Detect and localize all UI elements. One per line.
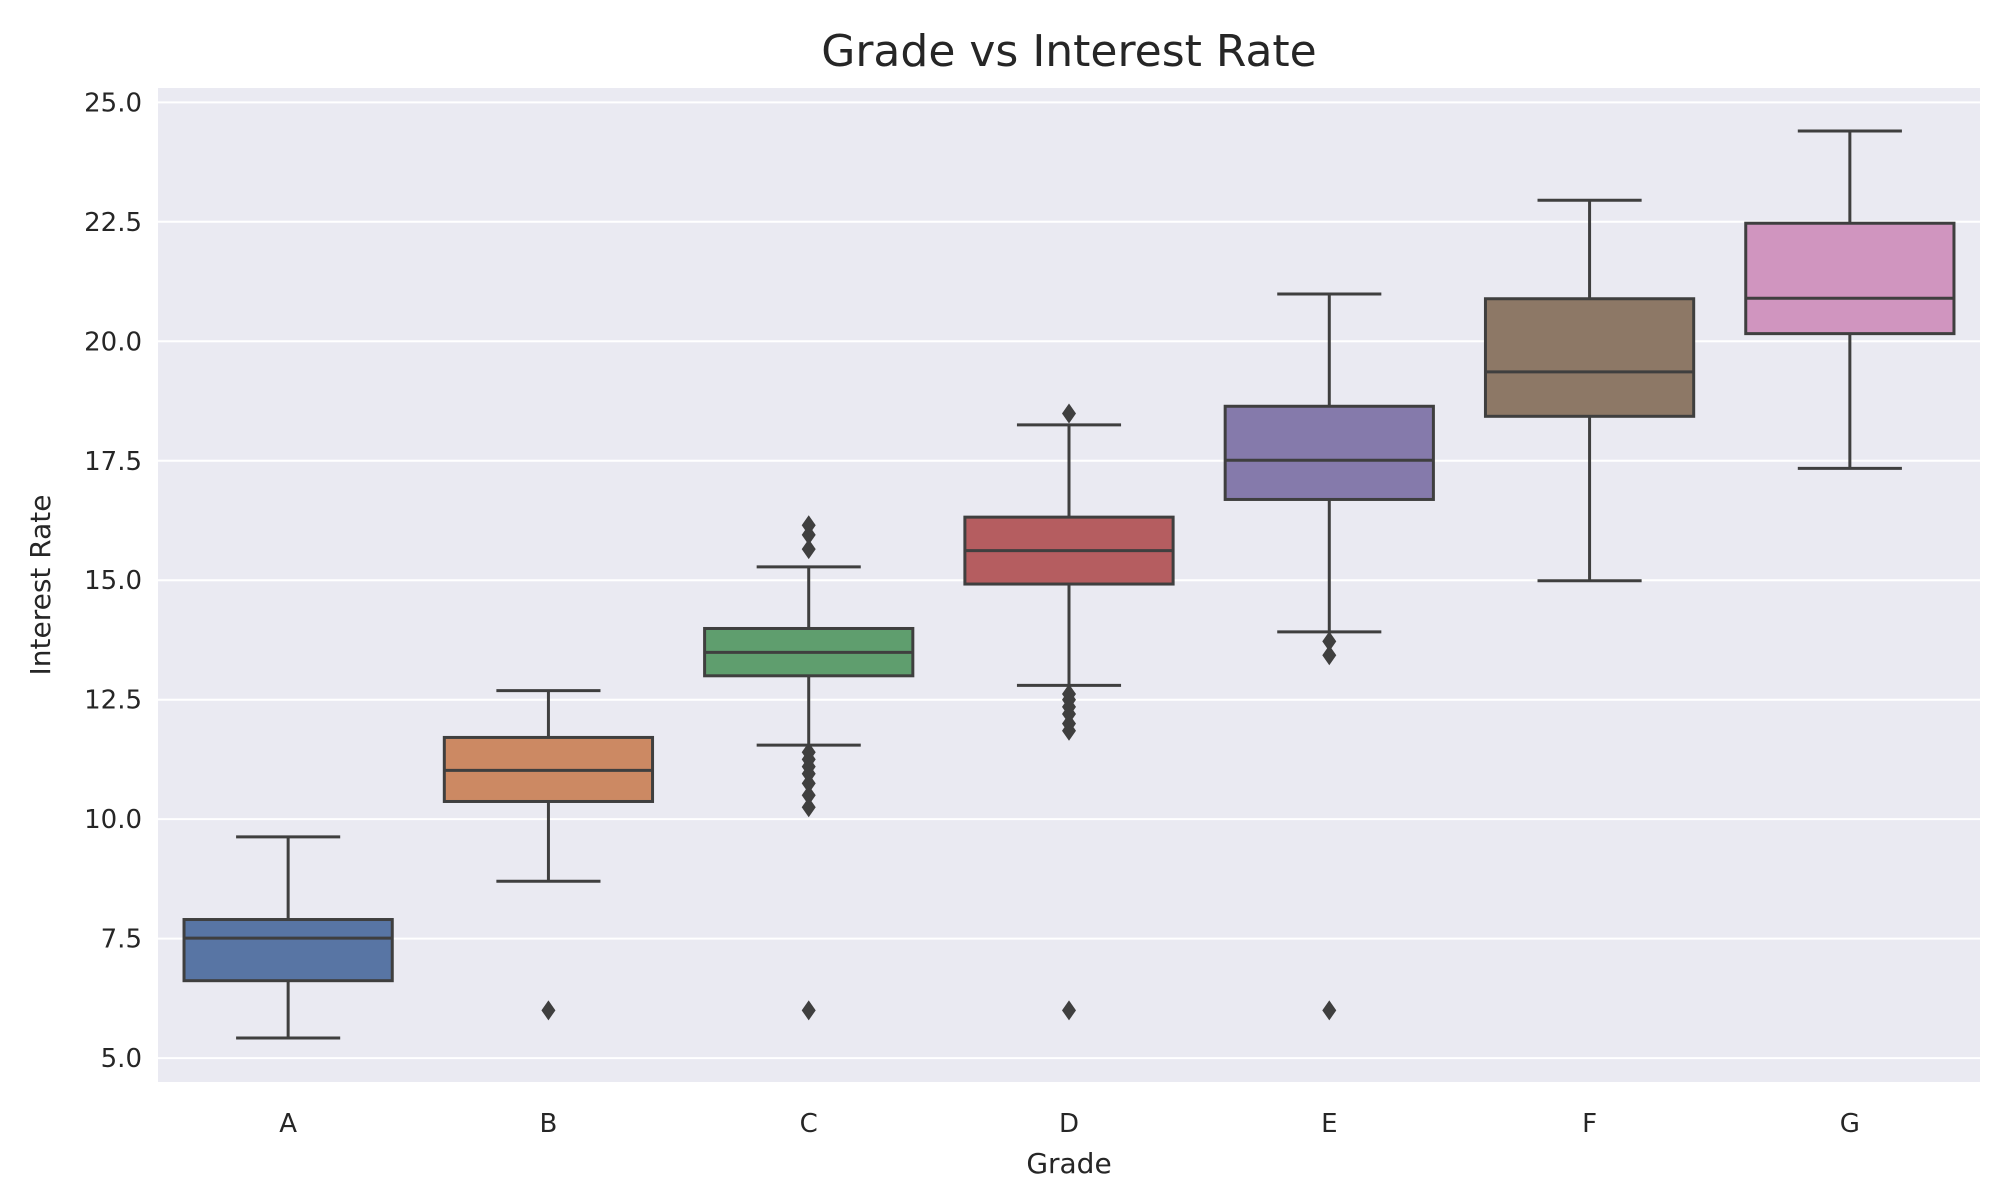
iqr-box [1483, 297, 1696, 418]
outlier-point [1322, 1000, 1337, 1021]
outlier-point [801, 515, 816, 536]
box-G [1744, 129, 1956, 470]
y-tick-label: 25.0 [84, 88, 142, 118]
outlier-point [801, 1000, 816, 1021]
box-D [963, 403, 1175, 1021]
x-tick-label: E [1321, 1109, 1337, 1139]
y-tick-label: 15.0 [84, 566, 142, 596]
y-tick-label: 22.5 [84, 208, 142, 238]
outlier-point [1322, 645, 1337, 666]
y-tick-labels: 5.0 7.5 10.0 12.5 15.0 17.5 20.0 22.5 25.0 [84, 88, 142, 1074]
x-tick-label: A [279, 1109, 297, 1139]
outlier-point [541, 1000, 556, 1021]
x-axis-label: Grade [1026, 1147, 1111, 1180]
x-tick-label: C [800, 1109, 818, 1139]
outlier-point [1062, 683, 1076, 704]
outlier-point [1062, 403, 1076, 424]
outlier-point [1062, 1000, 1076, 1021]
box-E [1223, 292, 1435, 1021]
iqr-box [182, 918, 394, 983]
y-tick-label: 5.0 [101, 1044, 142, 1074]
boxes [182, 129, 1956, 1040]
chart-title: Grade vs Interest Rate [821, 26, 1317, 77]
iqr-box [1744, 221, 1956, 336]
x-tick-label: B [540, 1109, 558, 1139]
y-tick-label: 17.5 [84, 447, 142, 477]
y-tick-label: 20.0 [84, 327, 142, 357]
box-A [182, 835, 394, 1040]
x-tick-label: D [1059, 1109, 1079, 1139]
y-tick-label: 7.5 [101, 925, 142, 955]
outlier-point [801, 539, 816, 560]
box-B [442, 689, 655, 1021]
outlier-point [801, 797, 816, 818]
outlier-point [801, 742, 816, 763]
x-tick-labels: A B C D E F G [279, 1109, 1860, 1139]
outlier-point [801, 785, 816, 806]
box-F [1483, 198, 1696, 583]
outlier-point [1322, 631, 1337, 652]
y-tick-label: 10.0 [84, 805, 142, 835]
iqr-box [1223, 404, 1435, 501]
y-axis-label: Interest Rate [24, 494, 57, 675]
x-tick-label: F [1582, 1109, 1597, 1139]
box-C [703, 515, 915, 1021]
x-tick-label: G [1840, 1109, 1860, 1139]
y-tick-label: 12.5 [84, 686, 142, 716]
